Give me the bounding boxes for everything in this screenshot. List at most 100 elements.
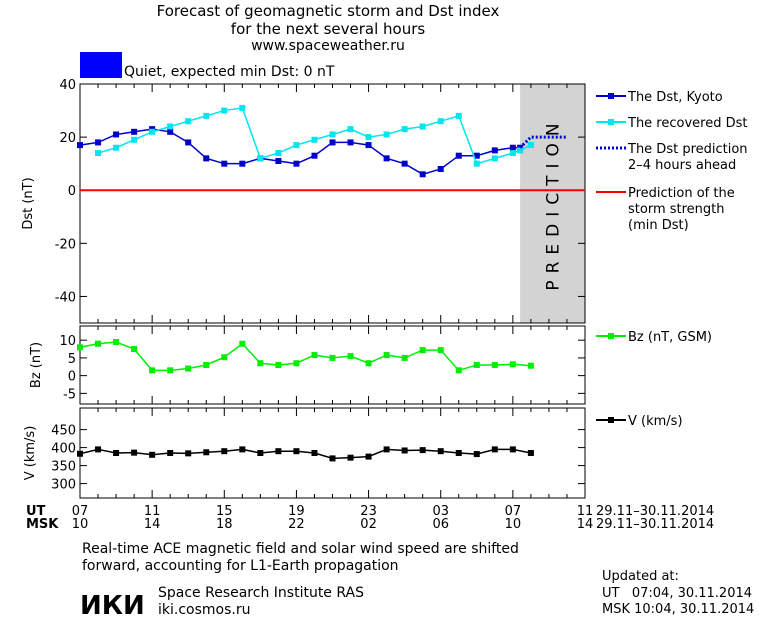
- data-point: [239, 446, 246, 453]
- legend-label: storm strength: [628, 202, 725, 217]
- data-point: [185, 139, 192, 146]
- data-point: [365, 360, 372, 367]
- y-tick-label: -40: [55, 290, 76, 305]
- msk-tick-label: 10: [505, 517, 522, 532]
- data-point: [77, 450, 83, 457]
- data-point: [203, 449, 210, 456]
- msk-tick-label: 18: [216, 517, 233, 532]
- data-point: [347, 454, 354, 461]
- legend-label: The recovered Dst: [627, 116, 747, 131]
- msk-tick-label: 14: [144, 517, 161, 532]
- msk-tick-label: 02: [360, 517, 377, 532]
- chart-title-url: www.spaceweather.ru: [251, 38, 405, 54]
- data-point: [365, 134, 372, 141]
- data-point: [383, 446, 390, 453]
- data-point: [527, 142, 534, 149]
- msk-date-range: 29.11–30.11.2014: [596, 517, 714, 532]
- data-point: [239, 104, 246, 111]
- panel-frame: [79, 83, 586, 324]
- data-point: [131, 449, 138, 456]
- data-point: [221, 448, 228, 455]
- data-point: [113, 131, 120, 138]
- data-point: [167, 367, 174, 374]
- series-line: [79, 128, 521, 176]
- legend-marker: [608, 417, 614, 423]
- bz-panel: 10 5 0 -5 Bz (nT): [29, 325, 586, 405]
- data-point: [311, 136, 318, 143]
- data-point: [275, 362, 282, 368]
- institute-name: Space Research Institute RAS: [158, 585, 364, 601]
- data-point: [257, 155, 264, 162]
- y-tick-label: -20: [55, 237, 76, 252]
- dst-panel: PREDICTION 40 20 0 -20 -40 Dst (nT): [21, 78, 586, 324]
- v-panel: 450 400 350 300 V (km/s): [23, 407, 586, 499]
- y-tick-label: 20: [59, 131, 76, 146]
- data-point: [95, 139, 102, 146]
- y-axis-label: V (km/s): [23, 426, 38, 481]
- data-point: [257, 360, 264, 367]
- msk-tick-label: 06: [432, 517, 449, 532]
- y-axis-label: Dst (nT): [21, 177, 36, 229]
- footer-note-line1: Real-time ACE magnetic field and solar w…: [82, 541, 519, 557]
- data-point: [401, 354, 408, 361]
- legend-marker: [608, 119, 614, 125]
- msk-tick-label: 22: [288, 517, 305, 532]
- data-point: [455, 152, 462, 159]
- data-point: [383, 155, 390, 162]
- data-point: [437, 118, 444, 125]
- data-point: [149, 367, 156, 374]
- updated-msk: MSK 10:04, 30.11.2014: [602, 602, 754, 617]
- data-point: [491, 446, 498, 453]
- data-point: [311, 450, 318, 456]
- data-point: [275, 150, 282, 157]
- data-point: [221, 160, 228, 167]
- data-point: [257, 450, 264, 456]
- data-point: [185, 450, 192, 457]
- data-point: [437, 347, 444, 354]
- legend-label: (min Dst): [628, 218, 689, 233]
- data-point: [275, 158, 282, 165]
- y-tick-label: 40: [59, 78, 76, 93]
- msk-axis-label: MSK: [26, 517, 59, 532]
- data-point: [383, 352, 390, 359]
- data-point: [113, 450, 120, 456]
- data-point: [275, 448, 282, 455]
- y-tick-label: -5: [63, 387, 76, 402]
- data-point: [77, 344, 83, 351]
- series-line: [519, 135, 567, 149]
- data-point: [491, 155, 498, 162]
- data-point: [185, 118, 192, 125]
- data-point: [517, 147, 524, 154]
- data-point: [509, 446, 516, 453]
- data-point: [131, 346, 138, 353]
- data-point: [203, 362, 210, 368]
- msk-tick-label: 14: [577, 517, 594, 532]
- legend-label: Prediction of the: [628, 186, 735, 201]
- y-tick-label: 300: [51, 478, 76, 493]
- footer-note-line2: forward, accounting for L1-Earth propaga…: [82, 558, 399, 574]
- data-point: [419, 123, 426, 130]
- data-point: [509, 144, 516, 151]
- data-point: [437, 165, 444, 172]
- series-line: [79, 341, 531, 372]
- data-point: [239, 160, 246, 167]
- data-point: [455, 367, 462, 374]
- data-point: [419, 447, 426, 454]
- data-point: [383, 131, 390, 138]
- data-point: [167, 123, 174, 130]
- ut-tick-label: 19: [288, 504, 305, 519]
- y-axis-label: Bz (nT): [29, 342, 44, 388]
- data-point: [365, 142, 372, 149]
- data-point: [239, 340, 246, 347]
- data-point: [509, 150, 516, 157]
- ut-tick-label: 03: [432, 504, 449, 519]
- ut-tick-label: 11: [144, 504, 161, 519]
- data-point: [527, 362, 534, 369]
- data-point: [455, 112, 462, 119]
- data-point: [509, 361, 516, 368]
- updated-label: Updated at:: [602, 569, 679, 584]
- data-point: [221, 107, 228, 114]
- data-point: [455, 450, 462, 456]
- data-point: [437, 448, 444, 455]
